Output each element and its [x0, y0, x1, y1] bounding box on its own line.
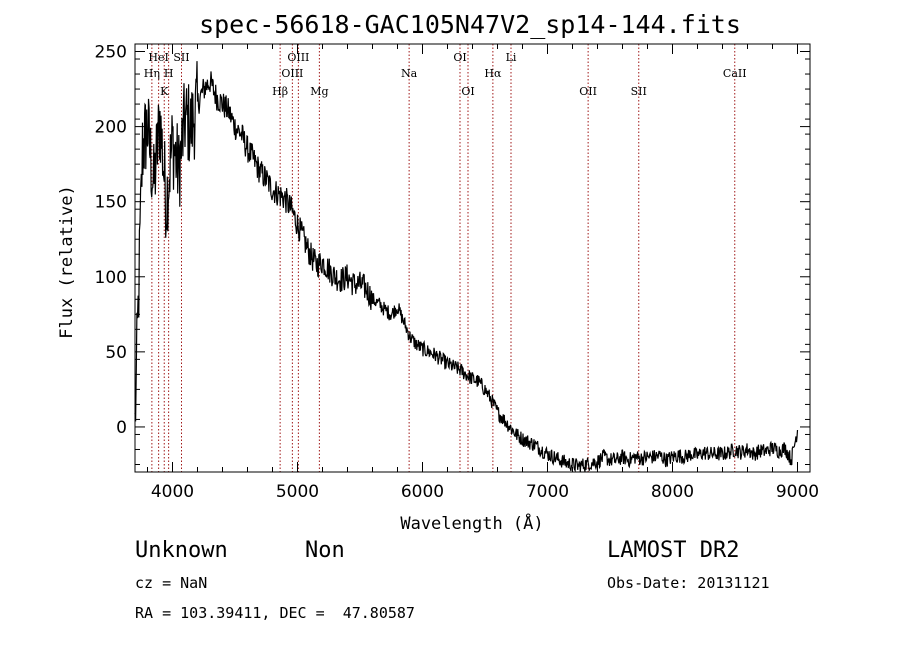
line-label-oii: OII: [579, 85, 597, 98]
survey-label: LAMOST DR2: [607, 538, 740, 563]
x-tick-label: 8000: [651, 482, 694, 502]
line-label-h: H: [164, 67, 174, 80]
y-tick-label: 200: [95, 118, 127, 138]
spectrum-series-line: [134, 61, 799, 473]
line-label-hei: HeI: [148, 51, 168, 64]
redshift-label: cz = NaN: [135, 574, 208, 592]
line-label-hη: Hη: [144, 67, 160, 80]
line-label-na: Na: [401, 67, 418, 80]
y-tick-label: 250: [95, 43, 127, 63]
line-label-li: Li: [506, 51, 517, 64]
line-label-k: K: [160, 85, 169, 98]
y-tick-label: 50: [105, 343, 127, 363]
line-label-caii: CaII: [723, 67, 747, 80]
y-axis-label: Flux (relative): [57, 185, 77, 339]
line-label-hα: Hα: [484, 67, 502, 80]
line-label-sii: SII: [173, 51, 189, 64]
class-label: Unknown: [135, 538, 228, 563]
spectral-line-markers: HeI SII Hη HK OIII OIII Hβ Mg Na OI OI Hα Li OII SII Ca…: [144, 44, 747, 472]
y-tick-label: 100: [95, 268, 127, 288]
x-axis-label: Wavelength (Å): [400, 512, 543, 534]
line-label-mg: Mg: [310, 85, 328, 98]
x-tick-label: 7000: [526, 482, 569, 502]
x-tick-label: 5000: [276, 482, 319, 502]
axis-ticks: 4000 5000 6000 7000 8000 9000 0 50 100 150 200 250: [95, 43, 820, 502]
x-tick-label: 6000: [401, 482, 444, 502]
line-label-oi: OI: [453, 51, 466, 64]
obs-date-label: Obs-Date: 20131121: [607, 574, 770, 592]
line-label-hβ: Hβ: [272, 85, 288, 98]
y-tick-label: 150: [95, 193, 127, 213]
x-tick-label: 9000: [776, 482, 819, 502]
coordinates-label: RA = 103.39411, DEC = 47.80587: [135, 604, 415, 622]
subclass-label: Non: [305, 538, 345, 563]
x-tick-label: 4000: [151, 482, 194, 502]
line-label-oiii: OIII: [281, 67, 303, 80]
line-label-sii: SII: [631, 85, 647, 98]
plot-frame: [134, 43, 811, 473]
chart-title: spec-56618-GAC105N47V2_sp14-144.fits: [199, 10, 741, 39]
line-label-oi: OI: [461, 85, 474, 98]
y-tick-label: 0: [116, 418, 127, 438]
line-label-oiii: OIII: [287, 51, 309, 64]
